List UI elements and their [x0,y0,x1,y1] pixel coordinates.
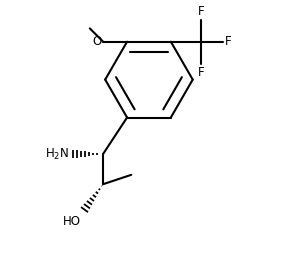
Text: F: F [198,5,204,18]
Text: F: F [198,66,204,79]
Text: HO: HO [63,215,81,229]
Text: F: F [225,35,232,48]
Text: O: O [93,35,102,48]
Text: H$_2$N: H$_2$N [45,147,69,162]
